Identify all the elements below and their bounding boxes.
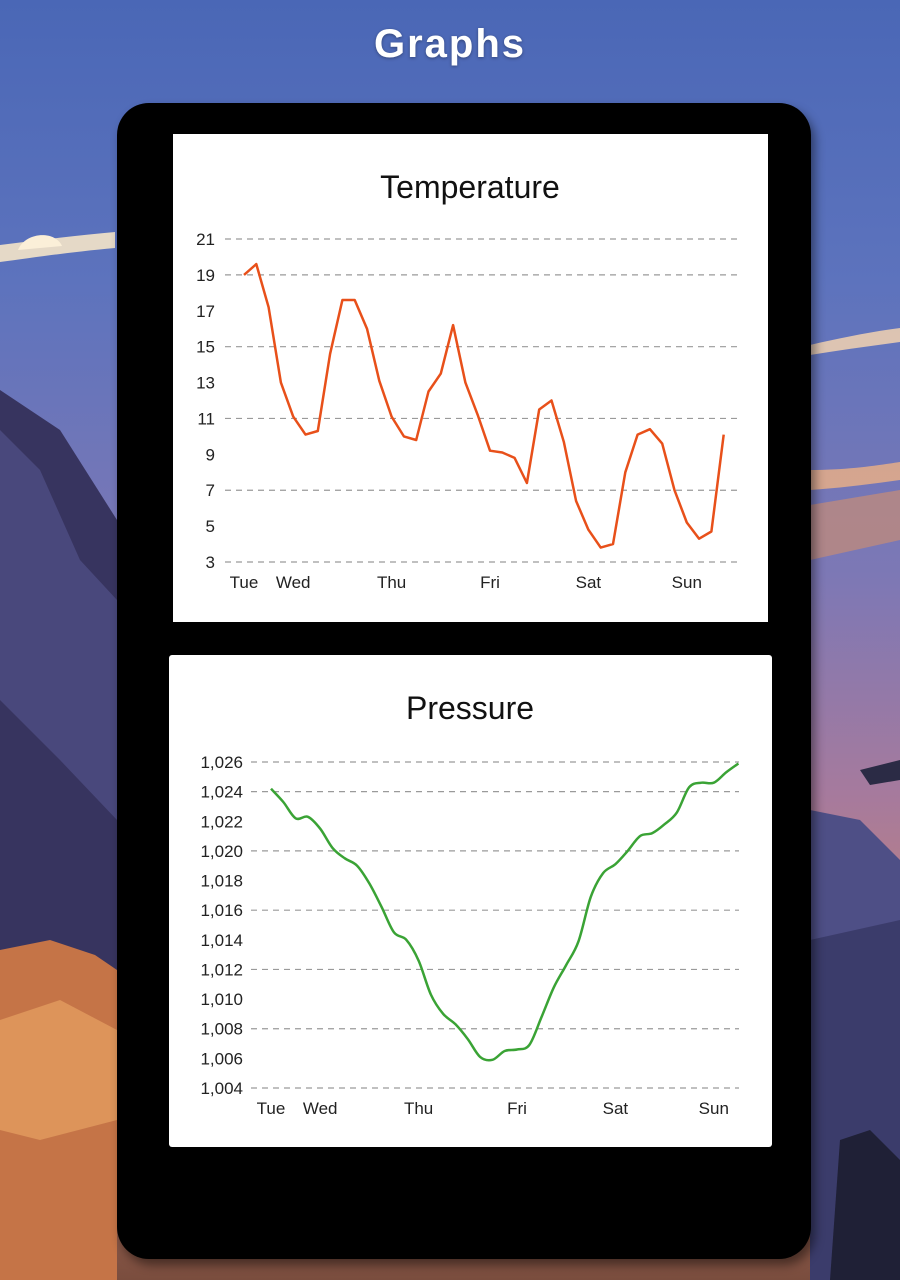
- x-tick-label: Tue: [257, 1099, 286, 1118]
- x-tick-label: Sat: [576, 573, 602, 592]
- x-tick-label: Sat: [603, 1099, 629, 1118]
- y-tick-label: 7: [206, 481, 215, 500]
- pressure-line: [270, 762, 740, 1062]
- pressure-chart-card: Pressure 1,026 1,024 1,022 1,020 1,018 1,016 1…: [169, 655, 772, 1147]
- y-tick-label: 11: [197, 409, 215, 428]
- y-tick-label: 19: [196, 266, 215, 285]
- x-tick-label: Wed: [303, 1099, 338, 1118]
- temperature-chart: Temperature 21 19 17 15 13 11 9 7 5 3 Tue Wed Thu Fr…: [196, 169, 741, 592]
- y-tick-label: 1,020: [200, 842, 243, 861]
- y-tick-label: 1,016: [200, 901, 243, 920]
- y-tick-label: 15: [196, 338, 215, 357]
- y-tick-label: 1,012: [200, 960, 243, 979]
- x-tick-label: Thu: [404, 1099, 433, 1118]
- y-tick-label: 3: [206, 553, 215, 572]
- x-tick-label: Sun: [699, 1099, 729, 1118]
- x-tick-label: Thu: [377, 573, 406, 592]
- y-tick-label: 1,022: [200, 812, 243, 831]
- chart-title: Pressure: [406, 690, 534, 726]
- x-tick-label: Fri: [507, 1099, 527, 1118]
- y-tick-label: 1,008: [200, 1020, 243, 1039]
- y-tick-label: 1,018: [200, 872, 243, 891]
- temperature-line: [243, 262, 725, 549]
- y-tick-label: 9: [206, 445, 215, 464]
- y-tick-label: 1,010: [200, 990, 243, 1009]
- y-tick-label: 17: [196, 302, 215, 321]
- y-tick-label: 1,024: [200, 783, 243, 802]
- x-tick-label: Wed: [276, 573, 311, 592]
- y-tick-label: 13: [196, 374, 215, 393]
- y-tick-label: 1,026: [200, 753, 243, 772]
- x-tick-label: Sun: [672, 573, 702, 592]
- temperature-chart-card: Temperature 21 19 17 15 13 11 9 7 5 3 Tue Wed Thu Fr…: [173, 134, 768, 622]
- chart-title: Temperature: [380, 169, 560, 205]
- app-title: Graphs: [373, 22, 527, 66]
- pressure-chart: Pressure 1,026 1,024 1,022 1,020 1,018 1,016 1…: [200, 690, 740, 1118]
- y-tick-label: 1,004: [200, 1079, 243, 1098]
- y-tick-label: 1,014: [200, 931, 243, 950]
- y-tick-label: 1,006: [200, 1049, 243, 1068]
- y-tick-label: 21: [196, 230, 215, 249]
- x-tick-label: Fri: [480, 573, 500, 592]
- y-tick-label: 5: [206, 517, 215, 536]
- x-tick-label: Tue: [230, 573, 259, 592]
